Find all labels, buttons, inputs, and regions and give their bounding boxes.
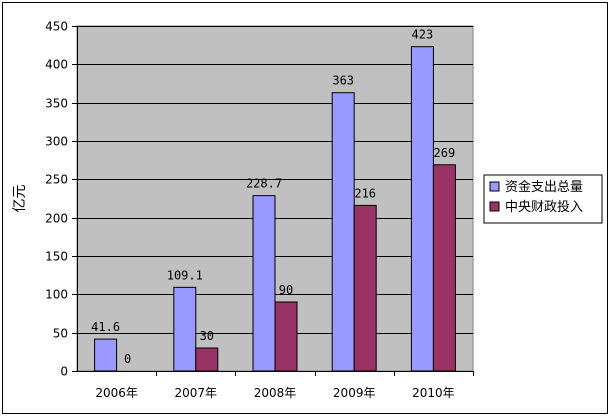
y-tick-label: 450 [45,20,68,34]
data-label: 423 [412,28,434,42]
data-label: 90 [279,283,293,297]
x-tick-label: 2009年 [333,386,376,400]
bar-total-spending [94,338,118,372]
data-label: 228.7 [246,177,282,191]
data-label: 216 [354,186,376,200]
y-tick-label: 350 [45,97,68,111]
y-tick-label: 400 [45,58,68,72]
bar-total-spending [331,92,355,372]
bar-central-funding [274,301,298,372]
bar-total-spending [410,46,434,372]
legend-label: 中央财政投入 [505,199,583,215]
data-label: 109.1 [167,268,203,282]
y-tick-label: 0 [60,365,68,379]
x-tick-label: 2010年 [412,386,455,400]
x-tick-label: 2006年 [95,386,138,400]
bar-total-spending [173,286,197,372]
legend-label: 资金支出总量 [505,179,583,195]
bar-central-funding [432,164,456,372]
x-axis-ticks: 2006年 2007年 2008年 2009年 2010年 [95,371,474,400]
bar-central-funding [353,204,377,372]
legend-swatch [489,201,500,212]
data-label: 30 [200,329,214,343]
data-labels: 41.6 0 109.1 30 228.7 90 363 216 423 269 [91,28,455,366]
data-label: 41.6 [91,320,120,334]
bars [94,46,456,372]
y-axis-title: 亿元 [12,185,28,213]
bar-total-spending [252,195,276,372]
legend-box [483,174,603,224]
y-tick-label: 100 [45,288,68,302]
bar-central-funding [195,347,219,372]
y-tick-label: 50 [53,327,68,341]
data-label: 363 [332,74,354,88]
y-tick-label: 200 [45,212,68,226]
x-tick-label: 2008年 [254,386,297,400]
y-tick-label: 150 [45,250,68,264]
x-tick-label: 2007年 [175,386,218,400]
data-label: 0 [124,352,131,366]
y-tick-label: 250 [45,173,68,187]
y-tick-label: 300 [45,135,68,149]
data-label: 269 [434,146,456,160]
legend-swatch [489,181,500,192]
